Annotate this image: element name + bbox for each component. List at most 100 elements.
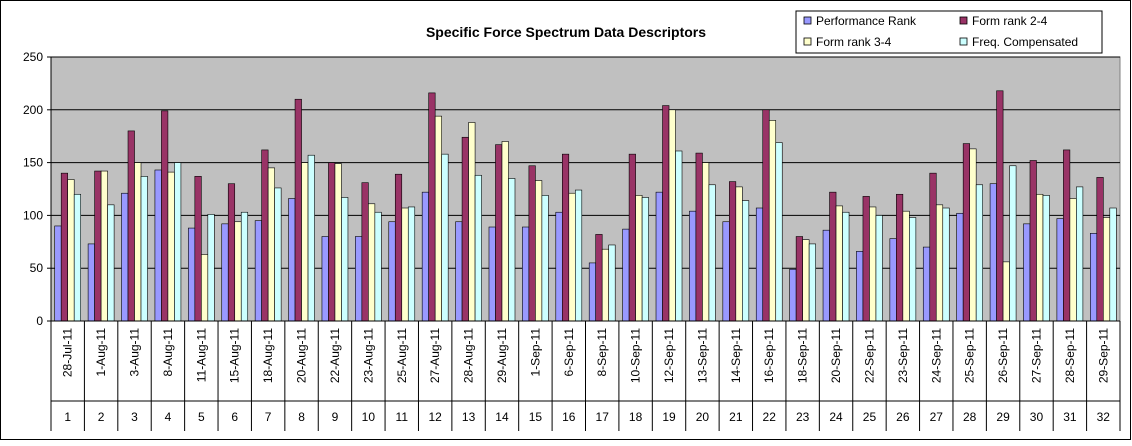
x-category-label: 4 bbox=[165, 410, 172, 424]
bar-form-rank-2-4-22 bbox=[762, 109, 770, 322]
bar-form-rank-2-4-7 bbox=[261, 149, 269, 322]
x-date-label: 8-Sep-11 bbox=[595, 328, 609, 377]
bar-form-rank-2-4-28 bbox=[962, 143, 970, 322]
bar-form-rank-2-4-23 bbox=[795, 236, 803, 322]
x-date-label: 1-Aug-11 bbox=[94, 328, 108, 377]
bar-form-rank-2-4-13 bbox=[461, 136, 469, 322]
bar-form-rank-3-4-1 bbox=[67, 179, 75, 322]
x-category-label: 23 bbox=[796, 410, 810, 424]
bar-freq-compensated-30 bbox=[1042, 195, 1050, 322]
bars bbox=[54, 90, 1117, 322]
x-date-label: 23-Sep-11 bbox=[896, 328, 910, 383]
bar-form-rank-3-4-16 bbox=[568, 192, 576, 322]
legend-swatch bbox=[959, 16, 968, 25]
bar-form-rank-2-4-27 bbox=[929, 172, 937, 322]
bar-performance-rank-31 bbox=[1056, 218, 1064, 322]
bar-form-rank-3-4-20 bbox=[702, 162, 710, 322]
bar-form-rank-2-4-20 bbox=[695, 152, 703, 322]
x-date-label: 8-Aug-11 bbox=[161, 328, 175, 377]
bar-form-rank-3-4-32 bbox=[1102, 217, 1111, 322]
y-tick-labels: 0 50 100 150 200 250 bbox=[23, 50, 51, 328]
x-date-label: 18-Aug-11 bbox=[261, 328, 275, 383]
bar-performance-rank-1 bbox=[54, 225, 62, 322]
x-category-label: 30 bbox=[1030, 410, 1044, 424]
bar-performance-rank-29 bbox=[989, 183, 997, 322]
legend: Performance Rank Form rank 2-4 Form rank 3… bbox=[795, 10, 1103, 54]
x-category-label: 7 bbox=[265, 410, 272, 424]
bar-performance-rank-28 bbox=[956, 212, 964, 322]
legend-entry: Performance Rank bbox=[816, 14, 917, 28]
bar-performance-rank-2 bbox=[87, 243, 95, 322]
legend-entry: Freq. Compensated bbox=[972, 35, 1078, 49]
bar-freq-compensated-8 bbox=[307, 154, 315, 322]
x-category-label: 18 bbox=[629, 410, 643, 424]
x-category-label: 21 bbox=[729, 410, 743, 424]
y-tick-label: 0 bbox=[36, 314, 43, 328]
bar-performance-rank-12 bbox=[421, 191, 429, 322]
x-date-label: 20-Aug-11 bbox=[295, 328, 309, 383]
x-date-label: 28-Sep-11 bbox=[1063, 328, 1077, 383]
bar-form-rank-3-4-13 bbox=[468, 122, 476, 322]
bar-performance-rank-5 bbox=[188, 227, 196, 322]
x-category-label: 31 bbox=[1063, 410, 1077, 424]
bar-performance-rank-23 bbox=[789, 268, 797, 322]
bar-freq-compensated-19 bbox=[675, 150, 683, 322]
bar-performance-rank-6 bbox=[221, 223, 229, 322]
x-date-label: 27-Sep-11 bbox=[1029, 328, 1043, 383]
bar-performance-rank-25 bbox=[856, 251, 864, 322]
bar-performance-rank-18 bbox=[622, 228, 630, 322]
x-category-label: 26 bbox=[896, 410, 910, 424]
bar-performance-rank-10 bbox=[355, 236, 363, 322]
x-category-table: 28-Jul-11 1-Aug-11 3-Aug-11 8-Aug-11 11-Aug-… bbox=[50, 321, 1121, 431]
x-date-label: 20-Sep-11 bbox=[829, 328, 843, 383]
bar-form-rank-3-4-27 bbox=[935, 204, 944, 322]
bar-form-rank-2-4-29 bbox=[996, 90, 1004, 322]
bar-form-rank-3-4-11 bbox=[401, 207, 409, 322]
bar-form-rank-3-4-5 bbox=[201, 254, 209, 322]
bar-form-rank-2-4-31 bbox=[1063, 149, 1071, 322]
x-date-label: 22-Sep-11 bbox=[862, 328, 876, 383]
bar-form-rank-2-4-30 bbox=[1029, 160, 1037, 322]
bar-form-rank-2-4-4 bbox=[161, 110, 169, 322]
x-category-label: 10 bbox=[362, 410, 376, 424]
bar-form-rank-2-4-10 bbox=[361, 182, 369, 322]
x-category-label: 17 bbox=[596, 410, 610, 424]
y-tick-label: 200 bbox=[23, 103, 43, 117]
bar-form-rank-3-4-31 bbox=[1069, 198, 1077, 322]
chart-title: Specific Force Spectrum Data Descriptors bbox=[426, 24, 706, 40]
x-date-label: 3-Aug-11 bbox=[128, 328, 142, 377]
bar-form-rank-3-4-18 bbox=[635, 195, 643, 322]
bar-freq-compensated-5 bbox=[207, 214, 215, 322]
x-date-label: 28-Jul-11 bbox=[61, 328, 75, 377]
bar-form-rank-3-4-22 bbox=[768, 120, 777, 322]
bar-freq-compensated-12 bbox=[441, 153, 449, 322]
bar-performance-rank-32 bbox=[1089, 233, 1098, 322]
bar-form-rank-3-4-28 bbox=[969, 148, 977, 322]
y-tick-label: 100 bbox=[23, 208, 43, 222]
x-date-label: 6-Sep-11 bbox=[562, 328, 576, 377]
x-category-label: 13 bbox=[462, 410, 476, 424]
bar-freq-compensated-25 bbox=[875, 215, 883, 322]
bar-performance-rank-16 bbox=[555, 211, 563, 322]
bar-form-rank-2-4-17 bbox=[595, 234, 603, 322]
bar-form-rank-2-4-9 bbox=[328, 162, 336, 322]
bar-performance-rank-26 bbox=[889, 238, 897, 322]
bar-form-rank-3-4-4 bbox=[167, 171, 175, 322]
bar-freq-compensated-2 bbox=[107, 204, 115, 322]
x-date-label: 16-Sep-11 bbox=[762, 328, 776, 383]
bar-form-rank-2-4-3 bbox=[127, 130, 135, 322]
bar-performance-rank-22 bbox=[755, 207, 764, 322]
bar-performance-rank-30 bbox=[1023, 223, 1031, 322]
bar-form-rank-2-4-24 bbox=[829, 191, 837, 322]
bar-form-rank-3-4-30 bbox=[1036, 193, 1044, 322]
bar-form-rank-2-4-18 bbox=[628, 153, 636, 322]
x-date-label: 13-Sep-11 bbox=[695, 328, 709, 383]
bar-form-rank-3-4-24 bbox=[835, 205, 843, 322]
legend-swatch bbox=[803, 16, 812, 25]
bar-performance-rank-4 bbox=[154, 169, 162, 322]
bar-form-rank-3-4-2 bbox=[100, 170, 108, 322]
bar-form-rank-2-4-21 bbox=[729, 181, 737, 322]
bar-freq-compensated-10 bbox=[374, 211, 382, 322]
